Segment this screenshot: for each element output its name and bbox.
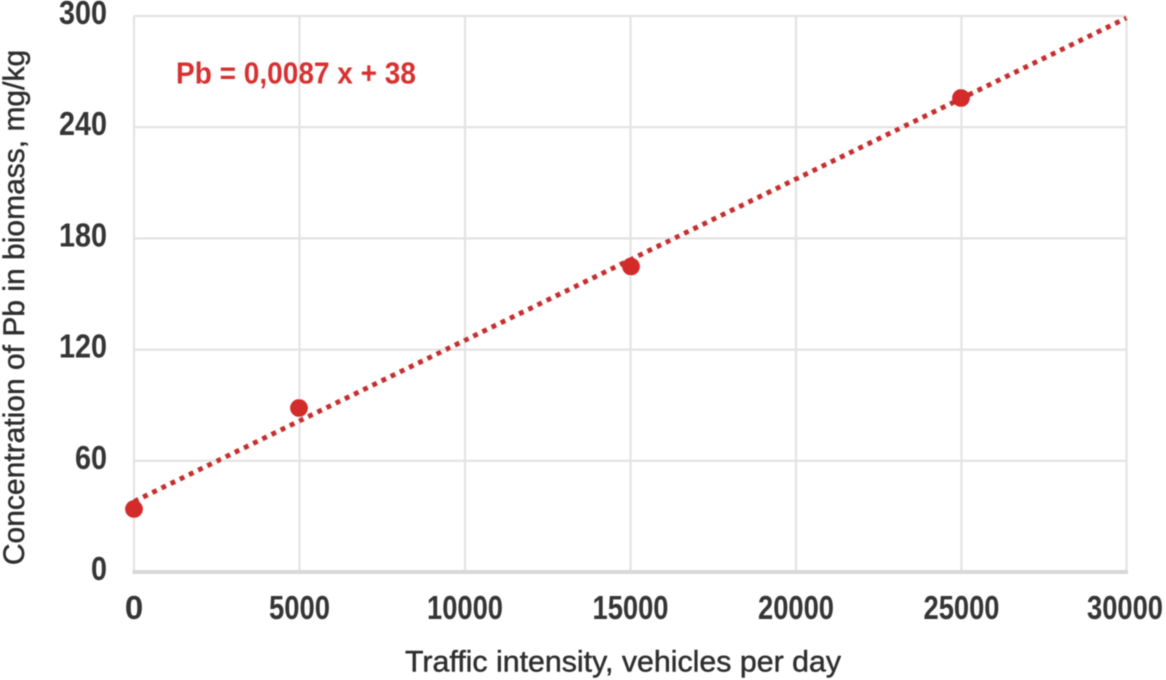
svg-text:120: 120 — [59, 328, 107, 365]
svg-text:Traffic intensity, vehicles pe: Traffic intensity, vehicles per day — [405, 646, 841, 679]
svg-text:5000: 5000 — [269, 589, 330, 626]
svg-text:Concentration of Pb in biomass: Concentration of Pb in biomass, mg/kg — [0, 50, 31, 565]
svg-text:Pb = 0,0087 x + 38: Pb = 0,0087 x + 38 — [176, 56, 416, 91]
svg-text:240: 240 — [59, 105, 107, 142]
svg-text:25000: 25000 — [924, 589, 1000, 626]
svg-text:300: 300 — [59, 0, 107, 31]
svg-text:20000: 20000 — [758, 589, 834, 626]
svg-text:0: 0 — [125, 589, 143, 626]
svg-text:0: 0 — [91, 550, 107, 587]
svg-text:15000: 15000 — [593, 589, 669, 626]
svg-text:180: 180 — [59, 216, 107, 253]
svg-text:60: 60 — [75, 439, 107, 476]
svg-text:30000: 30000 — [1087, 589, 1163, 626]
svg-text:10000: 10000 — [427, 589, 503, 626]
